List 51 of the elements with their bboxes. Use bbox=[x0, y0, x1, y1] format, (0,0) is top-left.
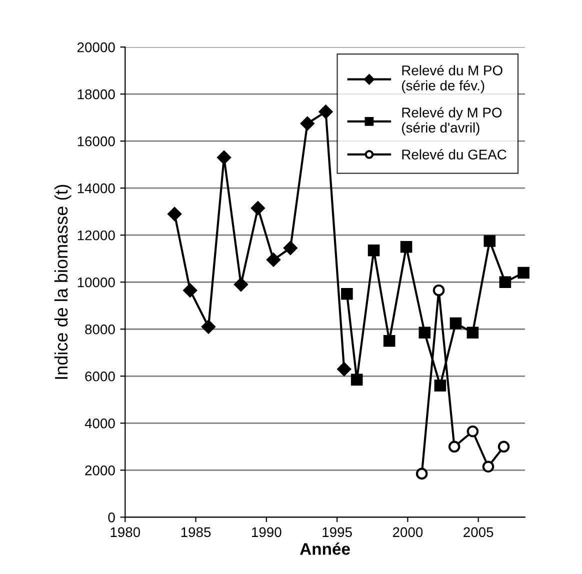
point bbox=[266, 252, 280, 267]
point bbox=[466, 425, 479, 438]
x-axis-title: Année bbox=[300, 542, 350, 555]
legend-label: Relevé du GEAC bbox=[402, 149, 506, 160]
point bbox=[318, 104, 333, 119]
point bbox=[499, 276, 512, 288]
point bbox=[466, 326, 479, 339]
point bbox=[432, 284, 445, 296]
x-tick-label: 1995 bbox=[322, 527, 352, 538]
y-axis-title: Indice de la biomasse (t) bbox=[54, 184, 72, 379]
point bbox=[234, 278, 248, 292]
legend-label: Relevé dy M PO (série d'avril) bbox=[402, 107, 502, 136]
point bbox=[416, 468, 428, 480]
point bbox=[168, 207, 182, 221]
point bbox=[518, 266, 530, 279]
x-tick-label: 1985 bbox=[181, 527, 211, 538]
x-tick-label: 2000 bbox=[392, 527, 423, 538]
legend-label: Relevé du M PO (série de fév.) bbox=[402, 64, 502, 94]
point bbox=[283, 241, 298, 255]
point bbox=[183, 283, 198, 298]
x-tick-label: 2005 bbox=[464, 527, 494, 538]
y-tick-label: 8000 bbox=[85, 324, 115, 334]
y-tick-label: 18000 bbox=[78, 89, 115, 100]
point bbox=[400, 240, 412, 253]
y-tick-label: 16000 bbox=[78, 136, 115, 146]
y-tick-label: 12000 bbox=[78, 230, 115, 240]
y-tick-label: 2000 bbox=[85, 466, 115, 476]
point bbox=[448, 440, 460, 453]
y-tick-label: 4000 bbox=[84, 418, 115, 428]
y-tick-label: 0 bbox=[108, 512, 115, 522]
y-tick-label: 20000 bbox=[77, 42, 115, 52]
x-tick-label: 1990 bbox=[252, 527, 282, 538]
point bbox=[337, 362, 352, 376]
point bbox=[482, 460, 494, 473]
point bbox=[383, 334, 396, 347]
y-tick-label: 10000 bbox=[78, 277, 115, 288]
point bbox=[202, 320, 216, 334]
point bbox=[484, 235, 496, 247]
point bbox=[450, 317, 462, 330]
point bbox=[368, 244, 380, 256]
y-tick-label: 14000 bbox=[78, 183, 115, 194]
point bbox=[217, 150, 231, 164]
point bbox=[300, 116, 314, 130]
y-tick-label: 6000 bbox=[85, 371, 115, 382]
point bbox=[498, 440, 510, 453]
point bbox=[341, 288, 353, 300]
point bbox=[251, 201, 265, 216]
x-tick-label: 1980 bbox=[110, 527, 140, 538]
point bbox=[434, 380, 446, 392]
point bbox=[350, 374, 363, 386]
point bbox=[418, 326, 431, 339]
